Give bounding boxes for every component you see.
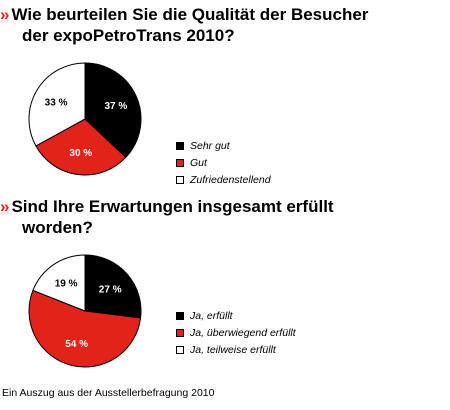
chart-1-title: » Wie beurteilen Sie die Qualität der Bes…: [0, 4, 368, 46]
legend-label: Sehr gut: [190, 139, 230, 152]
chevron-right-icon: »: [0, 5, 10, 24]
chart-1-legend: Sehr gut Gut Zufriedenstellend: [176, 137, 271, 188]
chart-2-slice-label-1: 27 %: [99, 284, 122, 295]
legend-item: Ja, teilweise erfüllt: [176, 341, 296, 358]
legend-swatch: [176, 141, 184, 150]
chart-1-title-line-2: der expoPetroTrans 2010?: [22, 26, 235, 45]
chart-2-title: » Sind Ihre Erwartungen insgesamt erfüllt…: [0, 196, 334, 238]
chart-2-legend: Ja, erfüllt Ja, überwiegend erfüllt Ja, …: [176, 307, 296, 358]
chart-1-pie: 37 % 30 % 33 %: [28, 62, 142, 176]
chart-1-slice-2: [35, 118, 127, 176]
legend-label: Zufriedenstellend: [190, 173, 271, 186]
chart-1-slice-label-1: 37 %: [104, 101, 127, 112]
legend-label: Ja, überwiegend erfüllt: [190, 326, 296, 339]
chart-1-slice-1: [84, 62, 142, 159]
legend-item: Ja, erfüllt: [176, 307, 296, 324]
chart-1-slice-3: [28, 62, 86, 147]
chart-2-slice-1: [84, 254, 142, 319]
legend-swatch: [176, 175, 184, 184]
chart-2-slice-2: [28, 289, 142, 368]
legend-label: Gut: [190, 156, 207, 169]
legend-label: Ja, erfüllt: [190, 309, 233, 322]
legend-item: Zufriedenstellend: [176, 171, 271, 188]
legend-item: Gut: [176, 154, 271, 171]
legend-item: Ja, überwiegend erfüllt: [176, 324, 296, 341]
legend-swatch: [176, 158, 184, 167]
legend-swatch: [176, 345, 184, 354]
legend-label: Ja, teilweise erfüllt: [190, 343, 276, 356]
chart-2-slice-label-3: 19 %: [55, 279, 78, 290]
chart-2-slice-label-2: 54 %: [65, 339, 88, 350]
chevron-right-icon: »: [0, 197, 10, 216]
legend-item: Sehr gut: [176, 137, 271, 154]
footer-note: Ein Auszug aus der Ausstellerbefragung 2…: [2, 387, 215, 399]
legend-swatch: [176, 328, 184, 337]
chart-2-title-line-1: Sind Ihre Erwartungen insgesamt erfüllt: [11, 197, 334, 216]
chart-2-slice-3: [32, 254, 86, 312]
legend-swatch: [176, 311, 184, 320]
chart-1-slice-label-2: 30 %: [69, 148, 92, 159]
chart-1-slice-label-3: 33 %: [45, 97, 68, 108]
chart-1-title-line-1: Wie beurteilen Sie die Qualität der Besu…: [11, 5, 369, 24]
chart-2-pie: 27 % 54 % 19 %: [28, 254, 142, 368]
chart-2-title-line-2: worden?: [22, 218, 93, 237]
